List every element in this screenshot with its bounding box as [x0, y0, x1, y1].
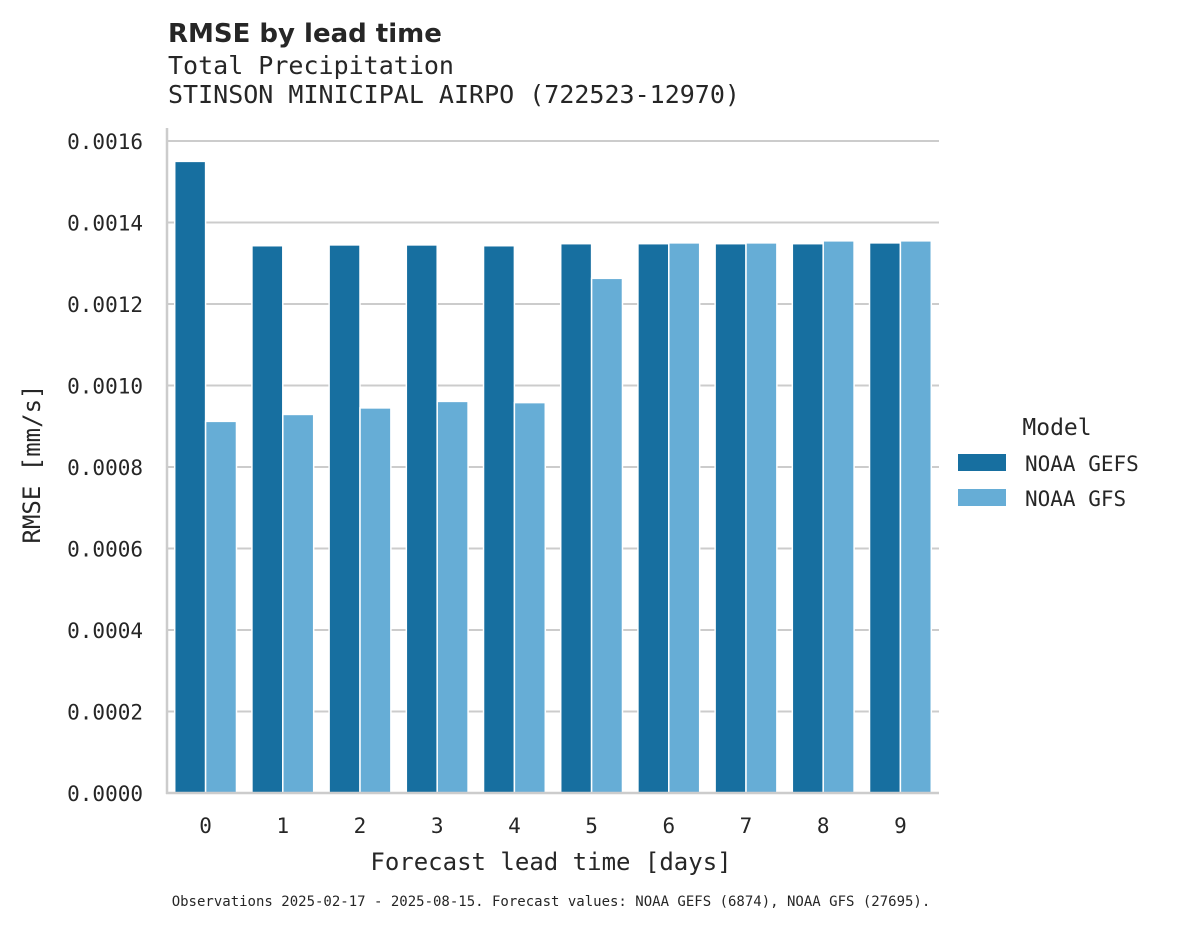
x-axis-label: Forecast lead time [days] — [370, 848, 731, 876]
chart-title: RMSE by lead time — [168, 19, 442, 49]
y-tick-label: 0.0012 — [67, 293, 143, 317]
bar-noaa-gfs-4 — [513, 401, 547, 794]
legend-title: Model — [1022, 415, 1091, 441]
x-tick-label: 8 — [817, 814, 830, 838]
bar-noaa-gfs-0 — [204, 420, 238, 794]
chart-subtitle-line-1: Total Precipitation — [168, 51, 454, 80]
x-tick-labels: 0 1 2 3 4 5 6 7 8 9 — [199, 814, 906, 838]
legend-label-noaa-gfs: NOAA GFS — [1025, 487, 1126, 511]
bar-noaa-gfs-6 — [668, 242, 701, 794]
x-tick-label: 1 — [276, 814, 289, 838]
y-tick-label: 0.0006 — [67, 538, 143, 562]
legend-swatch-noaa-gfs — [958, 489, 1006, 506]
bar-noaa-gefs-1 — [251, 244, 284, 794]
x-tick-label: 4 — [508, 814, 521, 838]
x-tick-label: 9 — [894, 814, 907, 838]
legend: Model NOAA GEFS NOAA GFS — [958, 415, 1139, 511]
y-tick-label: 0.0010 — [67, 375, 143, 399]
bar-noaa-gefs-6 — [637, 242, 670, 794]
y-axis-label: RMSE [mm/s] — [18, 385, 46, 544]
x-tick-label: 3 — [431, 814, 444, 838]
y-tick-label: 0.0004 — [67, 619, 143, 643]
y-tick-label: 0.0002 — [67, 701, 143, 725]
bar-noaa-gfs-7 — [745, 242, 778, 794]
x-tick-label: 7 — [740, 814, 753, 838]
x-tick-label: 6 — [662, 814, 675, 838]
bar-noaa-gfs-2 — [359, 407, 392, 794]
x-tick-label: 0 — [199, 814, 212, 838]
bar-noaa-gfs-9 — [899, 240, 933, 794]
bar-noaa-gfs-3 — [436, 400, 469, 794]
bar-noaa-gefs-8 — [791, 242, 824, 794]
y-tick-label: 0.0016 — [67, 130, 143, 154]
legend-swatch-noaa-gefs — [958, 454, 1006, 471]
y-tick-label: 0.0008 — [67, 456, 143, 480]
bar-noaa-gfs-1 — [282, 413, 315, 794]
y-tick-label: 0.0014 — [67, 212, 143, 236]
bar-noaa-gefs-7 — [714, 242, 747, 794]
x-tick-label: 5 — [585, 814, 598, 838]
y-tick-labels: 0.0000 0.0002 0.0004 0.0006 0.0008 0.0010 0.00… — [67, 130, 143, 806]
bar-noaa-gefs-9 — [868, 242, 902, 794]
legend-label-noaa-gefs: NOAA GEFS — [1025, 452, 1139, 476]
chart-footnote: Observations 2025-02-17 - 2025-08-15. Fo… — [172, 894, 931, 910]
bar-noaa-gefs-5 — [559, 242, 593, 794]
bar-noaa-gfs-8 — [822, 240, 855, 794]
chart-subtitle-line-2: STINSON MINICIPAL AIRPO (722523-12970) — [168, 80, 740, 109]
x-tick-label: 2 — [354, 814, 367, 838]
bar-noaa-gefs-0 — [173, 160, 207, 794]
bar-noaa-gfs-5 — [590, 277, 624, 794]
bar-noaa-gefs-3 — [405, 244, 438, 794]
y-tick-label: 0.0000 — [67, 782, 143, 806]
bars — [173, 160, 933, 794]
bar-noaa-gefs-2 — [328, 244, 361, 794]
bar-noaa-gefs-4 — [482, 244, 516, 794]
